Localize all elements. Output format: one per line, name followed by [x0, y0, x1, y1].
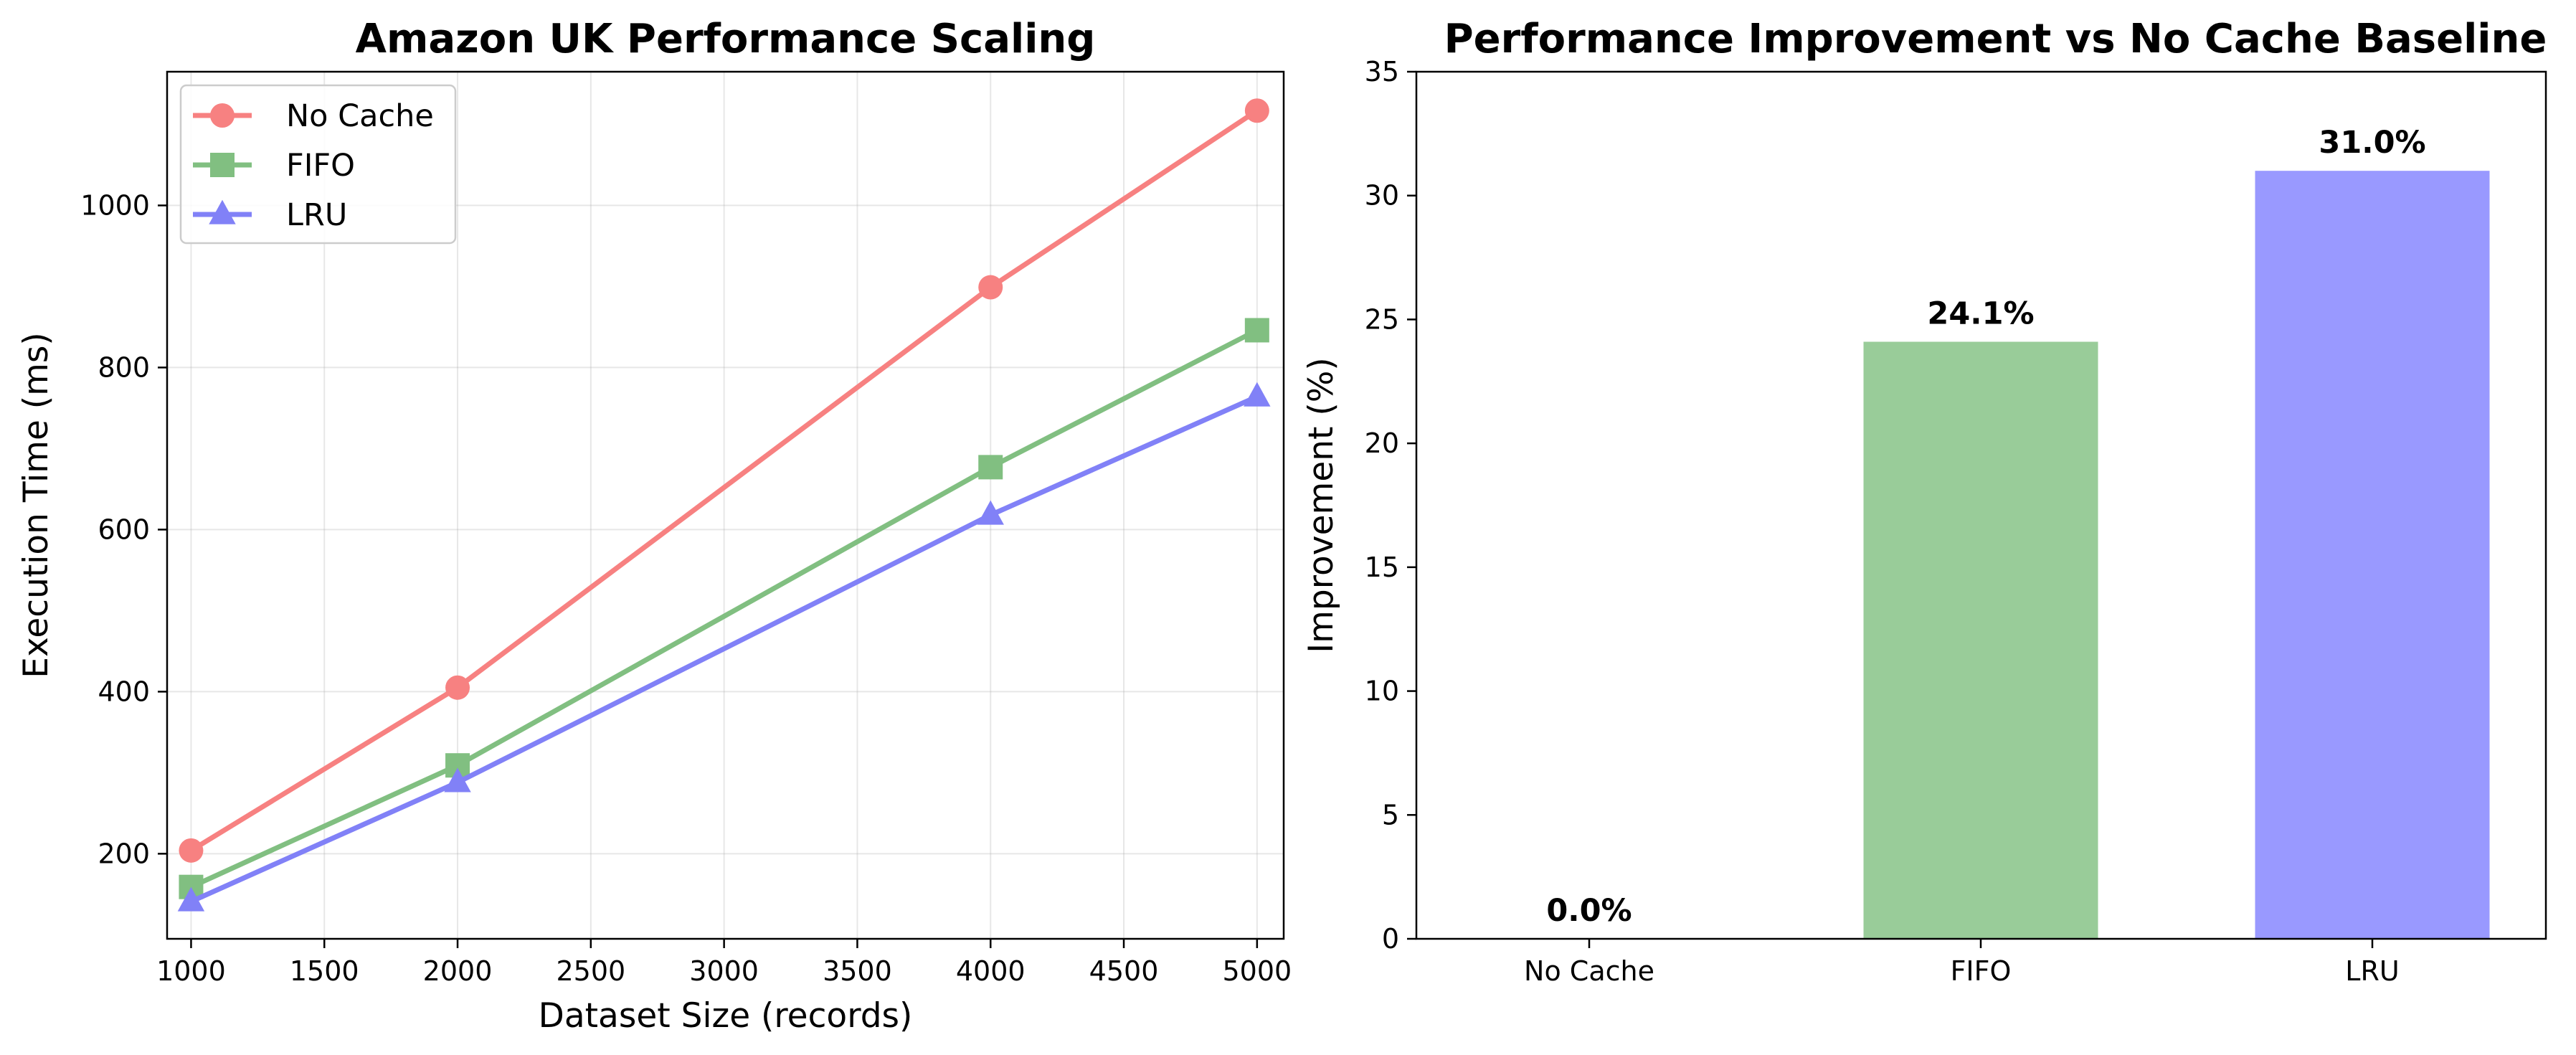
bar-chart-y-tick-label: 10	[1365, 676, 1399, 707]
line-chart-title: Amazon UK Performance Scaling	[356, 16, 1096, 62]
line-chart-y-tick-label: 400	[98, 676, 150, 707]
bar-chart-y-ticks: 0 5 10 15 20 25 30 35	[1365, 56, 1416, 955]
bar-lru	[2255, 171, 2490, 940]
line-chart-x-tick-label: 3000	[689, 955, 759, 987]
line-chart-x-tick-label: 2000	[423, 955, 493, 987]
bar-chart-x-tick-label-lru: LRU	[2345, 955, 2399, 987]
line-chart-y-tick-label: 600	[98, 514, 150, 545]
line-chart-y-tick-label: 800	[98, 351, 150, 383]
line-chart-grid	[167, 72, 1284, 939]
legend-label-fifo: FIFO	[286, 148, 355, 184]
line-chart-legend: No Cache FIFO LRU	[179, 84, 457, 245]
line-chart-series	[177, 98, 1271, 912]
series-lru	[177, 382, 1271, 912]
bar-chart-x-ticks: No Cache FIFO LRU	[1524, 939, 2400, 987]
line-chart-x-ticks: 1000 1500 2000 2500 3000 3500 4000 4500 5000	[156, 939, 1292, 987]
legend-marker-fifo	[210, 153, 235, 177]
data-point-no-cache	[1244, 98, 1269, 123]
line-chart-x-tick-label: 3500	[823, 955, 892, 987]
bar-chart-title: Performance Improvement vs No Cache Base…	[1444, 16, 2547, 62]
line-chart-x-tick-label: 2500	[556, 955, 625, 987]
line-chart: Amazon UK Performance Scaling 1000 1500 20…	[16, 16, 1292, 1036]
legend-marker-lru	[209, 199, 236, 224]
line-chart-y-tick-label: 1000	[80, 189, 150, 221]
data-point-no-cache	[445, 675, 470, 700]
bar-chart-y-tick-label: 20	[1365, 427, 1399, 459]
data-point-no-cache	[179, 838, 204, 863]
legend-marker-no-cache	[210, 103, 235, 128]
legend-label-lru: LRU	[286, 197, 347, 233]
series-line-no-cache	[189, 108, 1259, 853]
line-chart-y-axis-label: Execution Time (ms)	[16, 332, 56, 678]
legend-label-no-cache: No Cache	[286, 98, 434, 134]
line-chart-x-tick-label: 4500	[1089, 955, 1159, 987]
bar-data-label-lru: 31.0%	[2319, 125, 2425, 161]
bar-chart-y-tick-label: 0	[1382, 923, 1399, 955]
line-chart-x-tick-label: 1000	[156, 955, 226, 987]
bar-chart-x-tick-label-fifo: FIFO	[1951, 955, 2012, 987]
series-line-lru	[190, 394, 1259, 904]
bar-chart-y-tick-label: 35	[1365, 56, 1399, 87]
line-chart-x-axis-label: Dataset Size (records)	[539, 996, 913, 1036]
line-chart-y-tick-label: 200	[98, 838, 150, 869]
series-no-cache	[179, 98, 1269, 863]
bar-chart-x-tick-label-no-cache: No Cache	[1524, 955, 1654, 987]
line-chart-x-tick-label: 1500	[290, 955, 359, 987]
data-point-lru	[177, 886, 205, 912]
bar-data-label-fifo: 24.1%	[1927, 296, 2034, 332]
data-point-lru	[977, 500, 1004, 525]
data-point-lru	[1244, 382, 1271, 407]
bar-chart-y-tick-label: 25	[1365, 303, 1399, 335]
data-point-no-cache	[978, 275, 1003, 300]
data-point-fifo	[1244, 318, 1269, 343]
bar-chart-bars: 0.0% 24.1% 31.0%	[1546, 125, 2490, 940]
line-chart-y-ticks: 200 400 600 800 1000	[80, 189, 167, 869]
line-chart-x-tick-label: 4000	[956, 955, 1026, 987]
bar-chart-y-tick-label: 15	[1365, 552, 1399, 583]
legend-frame	[179, 84, 457, 245]
bar-chart-y-axis-label: Improvement (%)	[1302, 357, 1341, 653]
line-chart-x-tick-label: 5000	[1222, 955, 1292, 987]
data-point-lru	[444, 767, 471, 793]
bar-chart-y-tick-label: 5	[1382, 799, 1399, 831]
bar-chart-y-tick-label: 30	[1365, 180, 1399, 212]
bar-data-label-no-cache: 0.0%	[1546, 893, 1632, 929]
line-chart-plot-frame	[166, 70, 1285, 940]
series-line-fifo	[189, 328, 1259, 889]
data-point-fifo	[978, 455, 1003, 480]
bar-fifo	[1863, 341, 2098, 939]
bar-chart: Performance Improvement vs No Cache Base…	[1302, 16, 2547, 987]
